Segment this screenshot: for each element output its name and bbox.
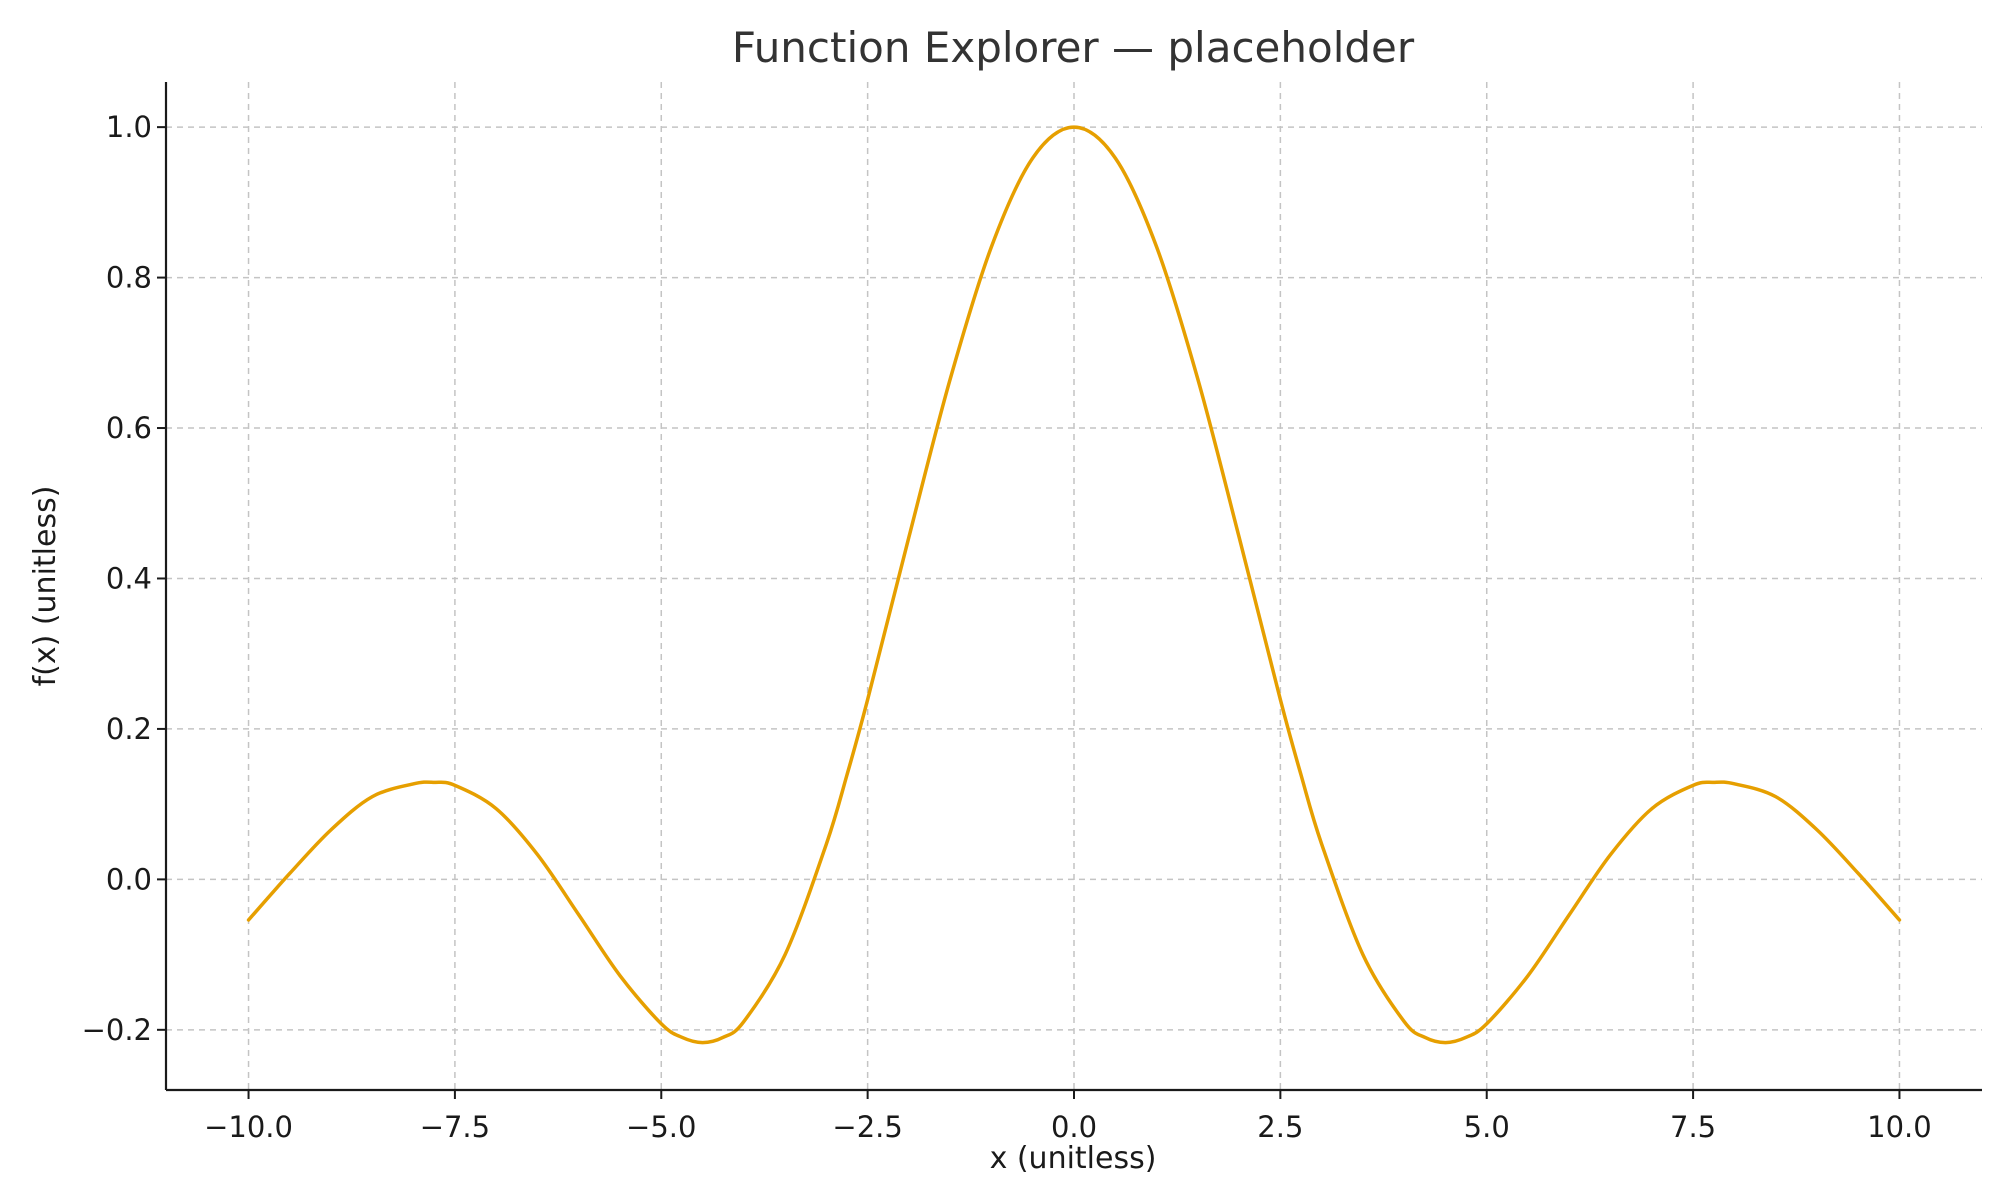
y-tick-label: 0.4 (106, 561, 152, 595)
x-tick-label: 2.5 (1257, 1110, 1303, 1144)
y-tick-label: 0.8 (106, 261, 152, 295)
y-axis-label: f(x) (unitless) (28, 486, 63, 687)
y-tick-label: −0.2 (82, 1013, 152, 1047)
series-layer (246, 125, 1902, 1045)
y-tick-label: 1.0 (106, 110, 152, 144)
x-tick-label: −10.0 (204, 1110, 293, 1144)
axes (164, 82, 1982, 1092)
x-tick-label: 0.0 (1051, 1110, 1097, 1144)
x-tick-label: 7.5 (1670, 1110, 1716, 1144)
x-tick-label: −7.5 (420, 1110, 490, 1144)
y-tick-label: 0.2 (106, 712, 152, 746)
series-line (246, 125, 1902, 1045)
x-ticks: −10.0 −7.5 −5.0 −2.5 0.0 2.5 5.0 7.5 10.0 (204, 1090, 1932, 1144)
x-axis-label: x (unitless) (990, 1141, 1157, 1176)
x-tick-label: −5.0 (626, 1110, 696, 1144)
grid (166, 82, 1982, 1090)
y-tick-label: 0.6 (106, 411, 152, 445)
y-tick-label: 0.0 (106, 862, 152, 896)
chart-title: Function Explorer — placeholder (732, 23, 1415, 72)
y-ticks: −0.2 0.0 0.2 0.4 0.6 0.8 1.0 (82, 110, 166, 1047)
x-tick-label: 5.0 (1464, 1110, 1510, 1144)
x-tick-label: −2.5 (832, 1110, 902, 1144)
x-tick-label: 10.0 (1867, 1110, 1932, 1144)
